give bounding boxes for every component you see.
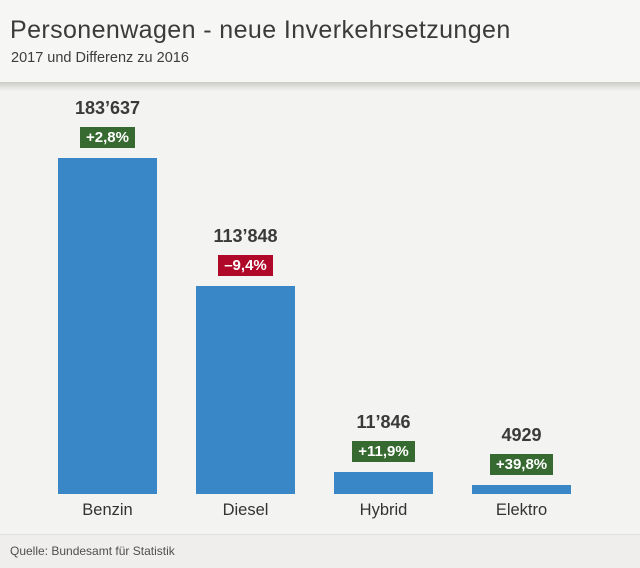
page-title: Personenwagen - neue Inverkehrsetzungen <box>10 16 511 44</box>
footer: Quelle: Bundesamt für Statistik <box>0 534 640 568</box>
bar-value-label: 113’848 <box>213 226 278 246</box>
change-badge-row: –9,4% <box>176 255 315 276</box>
category-label: Diesel <box>222 501 269 519</box>
change-badge-row: +39,8% <box>452 454 591 475</box>
change-badge: –9,4% <box>218 255 273 276</box>
change-badge: +39,8% <box>489 454 554 475</box>
header: Personenwagen - neue Inverkehrsetzungen … <box>0 0 640 82</box>
change-badge-row: +11,9% <box>314 441 453 462</box>
bar-chart: 183’637 +2,8% Benzin 113’848 –9,4% Diesel 11’8… <box>0 82 640 534</box>
category-label: Hybrid <box>359 501 408 519</box>
change-badge-row: +2,8% <box>38 127 177 148</box>
bar-value-label: 11’846 <box>356 412 411 432</box>
category-label: Elektro <box>495 501 548 519</box>
bar-value-label: 4929 <box>501 425 542 445</box>
source-note: Quelle: Bundesamt für Statistik <box>10 544 175 558</box>
category-label: Benzin <box>82 501 133 519</box>
bar <box>472 485 571 494</box>
change-badge: +11,9% <box>352 441 415 462</box>
bar <box>334 472 433 494</box>
change-badge: +2,8% <box>80 127 135 148</box>
bar <box>196 286 295 494</box>
page-subtitle: 2017 und Differenz zu 2016 <box>11 50 189 66</box>
bar-value-label: 183’637 <box>74 98 141 118</box>
bar <box>58 158 157 494</box>
